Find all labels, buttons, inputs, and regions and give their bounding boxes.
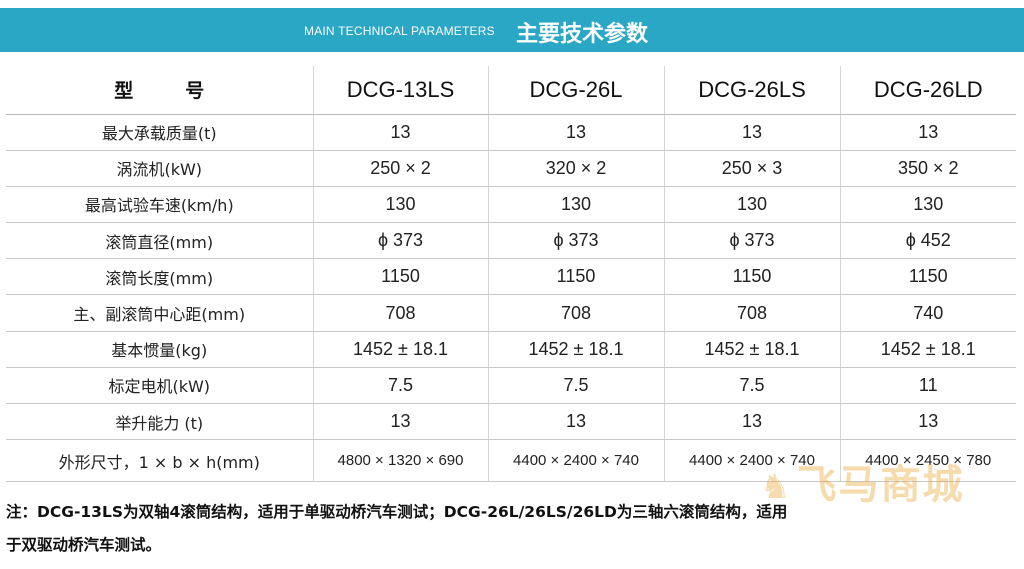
parameter-value: ϕ 373 xyxy=(312,222,488,260)
parameter-value: 7.5 xyxy=(487,367,664,405)
table-row: 基本惯量(kg) 1452 ± 18.1 1452 ± 18.1 1452 ± 18.… xyxy=(6,331,1016,368)
parameter-value: 13 xyxy=(839,403,1016,441)
parameter-label: 外形尺寸，1 × b × h(mm) xyxy=(6,439,313,483)
parameter-value: 708 xyxy=(663,294,840,332)
parameter-value: 7.5 xyxy=(663,367,840,405)
parameter-value: 250 × 2 xyxy=(312,150,488,187)
parameter-value: 13 xyxy=(312,403,488,441)
model-header-label: 型号 xyxy=(6,66,313,115)
parameter-label: 主、副滚筒中心距(mm) xyxy=(6,294,313,332)
parameter-value: 4800 × 1320 × 690 xyxy=(312,439,488,483)
parameter-value: 13 xyxy=(487,114,664,151)
parameter-value: 130 xyxy=(487,186,664,224)
parameter-value: ϕ 373 xyxy=(487,222,664,260)
table-row: 最大承载质量(t) 13 13 13 13 xyxy=(6,114,1016,151)
model-name: DCG-26LD xyxy=(839,66,1016,115)
parameter-value: 1452 ± 18.1 xyxy=(663,331,840,368)
parameter-value: 7.5 xyxy=(312,367,488,405)
parameter-value: 708 xyxy=(487,294,664,332)
parameter-value: ϕ 373 xyxy=(663,222,840,260)
parameter-value: 1150 xyxy=(663,258,840,296)
parameter-value: 13 xyxy=(839,114,1016,151)
table-row: 滚筒长度(mm) 1150 1150 1150 1150 xyxy=(6,258,1016,296)
parameter-value: 11 xyxy=(839,367,1016,405)
table-row: 举升能力 (t) 13 13 13 13 xyxy=(6,403,1016,441)
parameter-value: 13 xyxy=(312,114,488,151)
table-row: 外形尺寸，1 × b × h(mm) 4800 × 1320 × 690 4400 … xyxy=(6,439,1016,483)
parameter-label: 举升能力 (t) xyxy=(6,403,313,441)
parameter-label: 最高试验车速(km/h) xyxy=(6,186,313,224)
model-header-char-2: 号 xyxy=(185,80,205,103)
model-name: DCG-26LS xyxy=(663,66,840,115)
parameter-label: 基本惯量(kg) xyxy=(6,331,313,368)
parameter-value: 4400 × 2400 × 740 xyxy=(663,439,840,483)
parameter-value: 13 xyxy=(663,403,840,441)
parameter-value: 1452 ± 18.1 xyxy=(839,331,1016,368)
parameter-value: 130 xyxy=(312,186,488,224)
banner-subtitle: MAIN TECHNICAL PARAMETERS xyxy=(304,24,495,38)
parameter-value: ϕ 452 xyxy=(839,222,1016,260)
parameter-label: 最大承载质量(t) xyxy=(6,114,313,151)
table-row: 主、副滚筒中心距(mm) 708 708 708 740 xyxy=(6,294,1016,332)
banner-title: 主要技术参数 xyxy=(516,22,649,47)
table-row: 最高试验车速(km/h) 130 130 130 130 xyxy=(6,186,1016,224)
table-header-row: 型号 DCG-13LS DCG-26L DCG-26LS DCG-26LD xyxy=(6,66,1016,115)
parameter-value: 13 xyxy=(663,114,840,151)
model-name: DCG-26L xyxy=(487,66,664,115)
parameters-table: 型号 DCG-13LS DCG-26L DCG-26LS DCG-26LD 最大… xyxy=(6,66,1016,483)
parameter-value: 740 xyxy=(839,294,1016,332)
parameter-value: 1452 ± 18.1 xyxy=(312,331,488,368)
table-row: 滚筒直径(mm) ϕ 373 ϕ 373 ϕ 373 ϕ 452 xyxy=(6,222,1016,260)
parameter-value: 250 × 3 xyxy=(663,150,840,187)
model-name: DCG-13LS xyxy=(312,66,488,115)
footnote: 注：DCG-13LS为双轴4滚筒结构，适用于单驱动桥汽车测试；DCG-26L/2… xyxy=(6,496,1024,562)
parameter-value: 1150 xyxy=(487,258,664,296)
table-row: 涡流机(kW) 250 × 2 320 × 2 250 × 3 350 × 2 xyxy=(6,150,1016,187)
parameter-value: 4400 × 2450 × 780 xyxy=(839,439,1016,483)
model-header-char-1: 型 xyxy=(114,80,134,103)
header-banner: MAIN TECHNICAL PARAMETERS 主要技术参数 xyxy=(0,8,1024,52)
parameter-value: 130 xyxy=(839,186,1016,224)
table-row: 标定电机(kW) 7.5 7.5 7.5 11 xyxy=(6,367,1016,405)
parameter-value: 4400 × 2400 × 740 xyxy=(487,439,664,483)
footnote-line-2: 于双驱动桥汽车测试。 xyxy=(6,536,162,554)
parameter-value: 1150 xyxy=(839,258,1016,296)
parameter-value: 1150 xyxy=(312,258,488,296)
parameter-label: 滚筒直径(mm) xyxy=(6,222,313,260)
parameter-value: 1452 ± 18.1 xyxy=(487,331,664,368)
footnote-line-1: 注：DCG-13LS为双轴4滚筒结构，适用于单驱动桥汽车测试；DCG-26L/2… xyxy=(6,503,788,521)
parameter-value: 350 × 2 xyxy=(839,150,1016,187)
parameter-label: 标定电机(kW) xyxy=(6,367,313,405)
parameter-value: 13 xyxy=(487,403,664,441)
parameter-value: 130 xyxy=(663,186,840,224)
parameter-label: 滚筒长度(mm) xyxy=(6,258,313,296)
parameter-label: 涡流机(kW) xyxy=(6,150,313,187)
parameter-value: 320 × 2 xyxy=(487,150,664,187)
parameter-value: 708 xyxy=(312,294,488,332)
